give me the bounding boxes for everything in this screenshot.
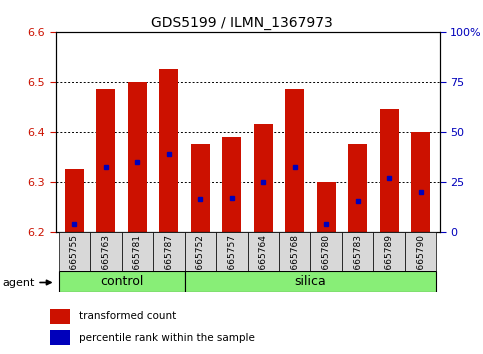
Text: transformed count: transformed count <box>79 312 177 321</box>
FancyBboxPatch shape <box>311 232 342 271</box>
Text: GSM665764: GSM665764 <box>259 234 268 289</box>
Text: GSM665781: GSM665781 <box>133 234 142 289</box>
Text: control: control <box>100 275 143 288</box>
FancyBboxPatch shape <box>185 232 216 271</box>
FancyBboxPatch shape <box>373 232 405 271</box>
Bar <box>254 124 273 232</box>
FancyBboxPatch shape <box>248 232 279 271</box>
FancyBboxPatch shape <box>185 271 436 292</box>
FancyBboxPatch shape <box>122 232 153 271</box>
Text: GSM665783: GSM665783 <box>353 234 362 289</box>
Text: GSM665787: GSM665787 <box>164 234 173 289</box>
FancyBboxPatch shape <box>90 232 122 271</box>
Text: GSM665790: GSM665790 <box>416 234 425 289</box>
Bar <box>159 69 178 232</box>
Bar <box>65 169 84 232</box>
Text: agent: agent <box>2 278 35 288</box>
FancyBboxPatch shape <box>405 232 436 271</box>
Text: percentile rank within the sample: percentile rank within the sample <box>79 332 255 343</box>
Bar <box>50 330 70 345</box>
Bar <box>50 309 70 324</box>
Bar <box>380 109 398 232</box>
Bar <box>222 137 241 232</box>
Bar <box>128 82 147 232</box>
Bar <box>97 89 115 232</box>
Bar <box>348 144 367 232</box>
Text: GSM665755: GSM665755 <box>70 234 79 289</box>
FancyBboxPatch shape <box>216 232 248 271</box>
Text: GSM665789: GSM665789 <box>384 234 394 289</box>
Bar <box>411 132 430 232</box>
Bar <box>317 182 336 232</box>
Bar <box>285 89 304 232</box>
Text: GSM665780: GSM665780 <box>322 234 331 289</box>
FancyBboxPatch shape <box>279 232 311 271</box>
Text: GSM665768: GSM665768 <box>290 234 299 289</box>
Text: GSM665757: GSM665757 <box>227 234 236 289</box>
Text: silica: silica <box>295 275 327 288</box>
Bar <box>191 144 210 232</box>
Text: GSM665763: GSM665763 <box>101 234 111 289</box>
Text: GDS5199 / ILMN_1367973: GDS5199 / ILMN_1367973 <box>151 16 332 30</box>
FancyBboxPatch shape <box>342 232 373 271</box>
FancyBboxPatch shape <box>59 271 185 292</box>
FancyBboxPatch shape <box>59 232 90 271</box>
Text: GSM665752: GSM665752 <box>196 234 205 289</box>
FancyBboxPatch shape <box>153 232 185 271</box>
